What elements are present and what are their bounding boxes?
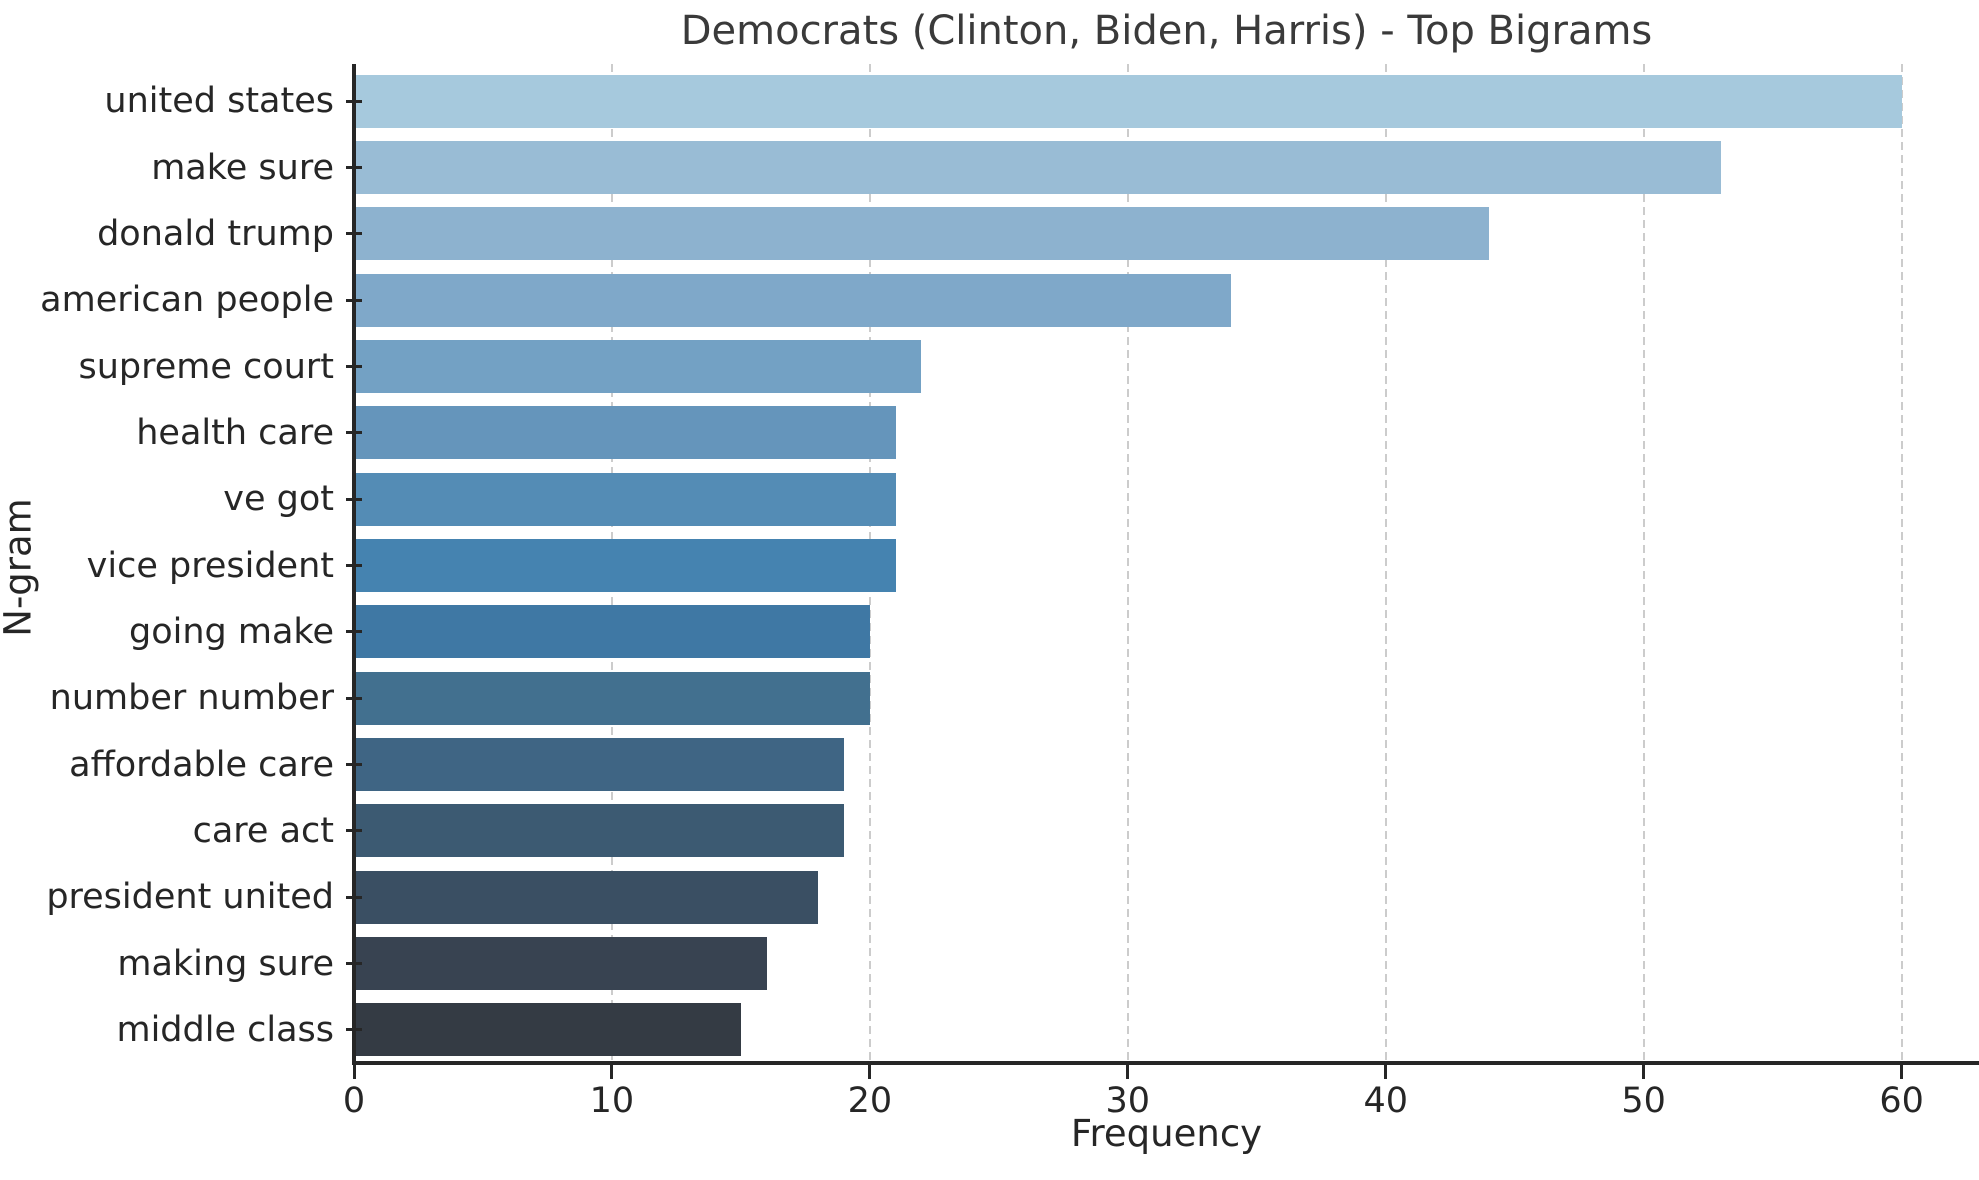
bar <box>354 141 1722 194</box>
x-tick-label: 60 <box>1879 1081 1924 1121</box>
category-label: united states <box>104 81 334 122</box>
x-tick <box>1642 1065 1646 1079</box>
bar <box>354 937 767 990</box>
bar <box>354 406 896 460</box>
x-tick-label: 30 <box>1105 1081 1151 1121</box>
y-axis-label: N-gram <box>0 498 40 637</box>
x-tick <box>1900 1065 1904 1079</box>
category-label: american people <box>40 280 334 321</box>
left-spine <box>352 64 356 1065</box>
x-tick <box>352 1065 356 1079</box>
x-tick-label: 0 <box>342 1081 366 1121</box>
bar <box>354 340 922 393</box>
category-label: health care <box>136 412 334 453</box>
x-tick-label: 10 <box>589 1081 635 1121</box>
chart-title: Democrats (Clinton, Biden, Harris) - Top… <box>680 8 1653 54</box>
bar <box>354 74 1902 128</box>
category-label: middle class <box>116 1009 334 1050</box>
x-tick <box>610 1065 614 1079</box>
x-axis-label: Frequency <box>1070 1112 1263 1155</box>
x-tick-label: 20 <box>847 1081 893 1121</box>
x-tick <box>868 1065 872 1079</box>
gridline <box>1384 64 1387 1063</box>
bar <box>354 870 819 924</box>
category-label: going make <box>129 611 334 652</box>
category-label: care act <box>192 810 334 851</box>
x-tick <box>1384 1065 1388 1079</box>
x-tick-label: 50 <box>1621 1081 1666 1121</box>
category-label: supreme court <box>78 346 335 387</box>
bar <box>354 738 845 791</box>
category-label: ve got <box>223 479 334 520</box>
gridline <box>1900 64 1903 1063</box>
category-label: vice president <box>86 545 334 586</box>
category-label: number number <box>49 678 334 719</box>
bar <box>354 671 870 725</box>
bottom-spine <box>352 1061 1979 1065</box>
category-label: making sure <box>117 943 334 984</box>
x-tick-label: 40 <box>1363 1081 1408 1121</box>
bar <box>354 539 896 592</box>
bar <box>354 1003 741 1057</box>
category-label: make sure <box>151 147 334 188</box>
bar <box>354 273 1231 327</box>
gridline <box>1126 64 1129 1063</box>
category-label: president united <box>46 877 334 918</box>
gridline <box>1642 64 1645 1063</box>
bar <box>354 207 1489 261</box>
bar <box>354 472 896 526</box>
category-label: affordable care <box>69 744 334 785</box>
x-tick <box>1126 1065 1130 1079</box>
bar <box>354 605 870 659</box>
category-label: donald trump <box>97 213 334 254</box>
bar <box>354 804 845 858</box>
